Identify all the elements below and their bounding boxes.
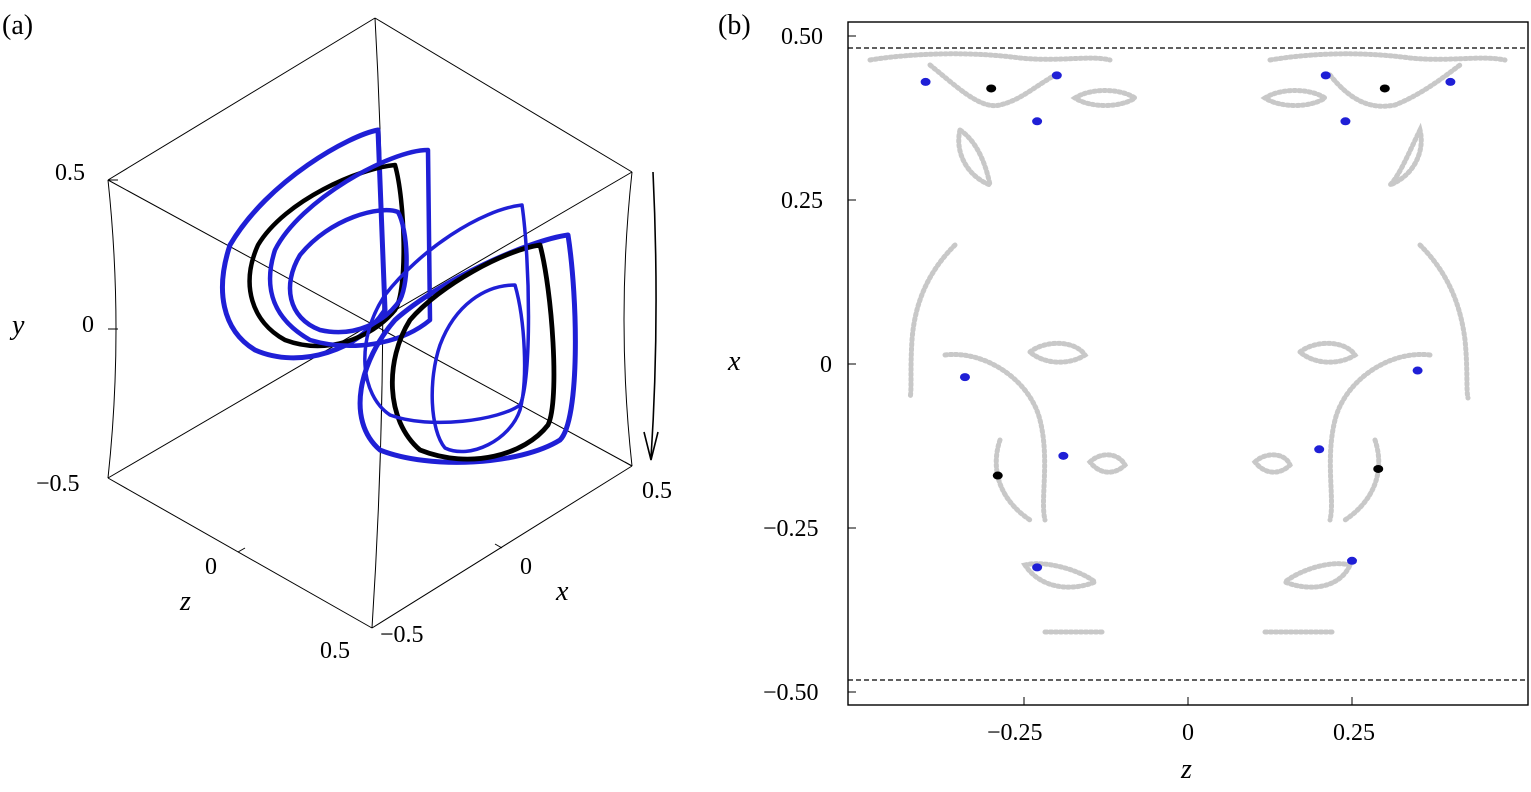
cube-edge-top-left [107, 17, 376, 181]
x-tick-label-m025: −0.25 [987, 720, 1043, 746]
blue-point-0 [920, 77, 931, 86]
blue-orbit-left-outer [219, 127, 388, 361]
blue-point-6 [959, 373, 970, 382]
grey-lobe-left [956, 125, 994, 190]
grey-island-top-left [1070, 88, 1140, 108]
hlines [848, 47, 1528, 681]
x-tick-label-mid: 0 [520, 554, 532, 580]
blue-point-10 [1032, 563, 1043, 572]
black-orbit-right [389, 242, 557, 462]
panel-b: (b) 0.50 0.25 0 −0.25 −0.50 −0.25 0 0.25… [718, 10, 1529, 785]
panel-b-label: (b) [718, 10, 751, 41]
blue-point-11 [1347, 556, 1357, 565]
cube-edge-bottom-left [107, 477, 373, 629]
blue-point-4 [1340, 117, 1351, 126]
y-tick-label-m050: −0.50 [763, 680, 819, 706]
blue-point-7 [1412, 366, 1423, 375]
grey-island-mid-left [1026, 340, 1089, 365]
blue-point-2 [1032, 117, 1043, 126]
blue-orbit-right-mid [363, 203, 531, 425]
grey-lobe-right [1388, 122, 1424, 188]
y-axis-label-b: x [727, 346, 741, 377]
grey-top-left-tri [927, 62, 1058, 109]
grey-island-low-left [1086, 452, 1129, 475]
grey-bottom-left [993, 437, 1033, 523]
x-tick-label-0: 0 [1182, 720, 1194, 746]
grey-loop-low-right [1280, 561, 1354, 590]
blue-point-9 [1314, 445, 1325, 454]
grey-island-top-right [1260, 88, 1330, 108]
y-tick-label-0: 0 [820, 352, 832, 378]
x-axis-label: x [555, 576, 569, 607]
z-tick-label-mid: 0 [205, 554, 217, 580]
y-axis-label: y [9, 310, 25, 341]
blue-orbit-right-outer [357, 232, 578, 465]
y-ticks [848, 35, 856, 693]
black-point-0 [986, 84, 997, 93]
black-point-1 [1379, 84, 1390, 93]
grey-top-band-right [1267, 51, 1508, 63]
x-tick-label-end: 0.5 [642, 478, 672, 504]
grey-top-right-tri [1327, 62, 1463, 109]
y-tick-label-mid: 0 [82, 312, 94, 338]
black-points [986, 84, 1390, 480]
x-tick-label-start: −0.5 [380, 622, 424, 648]
y-tick-label-m025: −0.25 [763, 516, 819, 542]
black-orbit-left [247, 162, 406, 349]
z-tick-label-end: 0.5 [320, 638, 350, 664]
y-tick-label-top: 0.5 [55, 160, 85, 186]
blue-point-8 [1058, 451, 1069, 460]
grey-island-mid-right [1296, 340, 1359, 365]
blue-point-5 [1445, 77, 1456, 86]
y-tick-label-050: 0.50 [781, 24, 823, 50]
grey-mid-right-curve [1327, 351, 1433, 523]
cube-edge-top-right [374, 17, 633, 173]
z-axis-label: z [179, 586, 191, 617]
panel-a-label: (a) [2, 10, 33, 41]
grey-island-low-right [1251, 452, 1293, 475]
orbits [219, 127, 578, 465]
black-point-2 [992, 471, 1003, 480]
blue-point-3 [1320, 71, 1331, 80]
rotation-arrow [643, 171, 659, 461]
blue-point-1 [1051, 71, 1062, 80]
y-tick-label-bot: −0.5 [36, 471, 80, 497]
rotation-arrow-shaft [650, 171, 657, 459]
grey-bottom-right [1342, 437, 1382, 523]
blue-points [920, 71, 1456, 572]
x-tick-mid [494, 543, 503, 549]
grey-arc-left [907, 242, 958, 401]
grey-arc-right [1417, 242, 1471, 401]
axis-ticks [108, 179, 633, 553]
blue-orbit-left-inner [287, 207, 409, 335]
x-ticks [1023, 697, 1353, 705]
grey-mid-left-curve [942, 351, 1048, 523]
rotation-arrow-head [643, 431, 659, 461]
cube-edge-right-vertical [623, 171, 633, 467]
grey-structures [867, 51, 1508, 635]
plot-frame [847, 21, 1529, 706]
black-point-3 [1373, 464, 1384, 473]
z-tick-mid [237, 547, 246, 553]
y-tick-label-025: 0.25 [781, 188, 823, 214]
x-axis-label-b: z [1180, 754, 1192, 785]
grey-top-band-left [867, 51, 1113, 63]
x-tick-label-025: 0.25 [1333, 720, 1375, 746]
grey-loop-low-left [1020, 561, 1100, 590]
panel-a: (a) 0.5 0 −0.5 0 0.5 −0.5 0 [2, 10, 672, 664]
x-tick-end [624, 461, 633, 467]
blue-orbit-right-inner [430, 283, 527, 454]
cube-edge-bottom-right [371, 465, 633, 629]
